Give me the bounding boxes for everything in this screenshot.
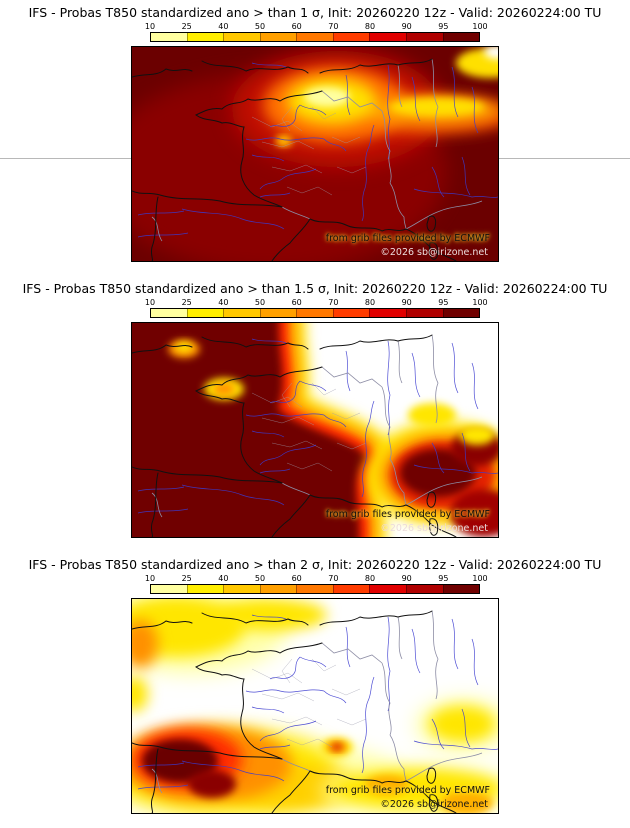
map-frame: from grib files provided by ECMWF ©2026 … <box>131 46 499 262</box>
colorbar-gradient <box>150 32 480 42</box>
probability-field <box>132 323 498 537</box>
colorbar-tick-row: 10 25 40 50 60 70 80 90 95 100 <box>145 574 488 584</box>
colorbar-tick-label: 50 <box>254 574 266 583</box>
panel-title: IFS - Probas T850 standardized ano > tha… <box>28 5 602 20</box>
colorbar-tick-label: 80 <box>364 298 376 307</box>
colorbar-tick-label: 70 <box>328 298 339 307</box>
colorbar-segment <box>259 585 297 593</box>
probability-colorbar: 10 25 40 50 60 70 80 90 95 100 <box>145 22 488 42</box>
colorbar-segment <box>223 585 260 593</box>
colorbar-tick-label: 90 <box>401 574 412 583</box>
forecast-panel-sigma-1-5: IFS - Probas T850 standardized ano > tha… <box>0 276 630 552</box>
colorbar-segment <box>369 309 406 317</box>
colorbar-tick-label: 60 <box>291 574 302 583</box>
ecmwf-credit-text: from grib files provided by ECMWF <box>325 785 490 796</box>
colorbar-tick-label: 90 <box>401 22 412 31</box>
colorbar-segment <box>223 309 260 317</box>
colorbar-segment <box>296 309 333 317</box>
colorbar-tick-label: 40 <box>218 574 229 583</box>
colorbar-tick-label: 25 <box>181 22 192 31</box>
probability-map-sigma-1-5 <box>132 323 498 537</box>
colorbar-tick-label: 60 <box>291 22 302 31</box>
colorbar-tick-row: 10 25 40 50 60 70 80 90 95 100 <box>145 298 488 308</box>
map-frame: from grib files provided by ECMWF ©2026 … <box>131 322 499 538</box>
copyright-watermark: ©2026 sb@irizone.net <box>380 247 488 258</box>
colorbar-segment <box>151 585 187 593</box>
colorbar-tick-label: 50 <box>254 298 266 307</box>
colorbar-tick-label: 25 <box>181 298 192 307</box>
colorbar-gradient <box>150 308 480 318</box>
probability-colorbar: 10 25 40 50 60 70 80 90 95 100 <box>145 298 488 318</box>
colorbar-segment <box>332 309 370 317</box>
map-frame: from grib files provided by ECMWF ©2026 … <box>131 598 499 814</box>
forecast-panel-sigma-1: IFS - Probas T850 standardized ano > tha… <box>0 0 630 276</box>
colorbar-segment <box>442 33 480 41</box>
probability-field <box>132 47 498 261</box>
copyright-watermark: ©2026 sb@irizone.net <box>380 523 488 534</box>
colorbar-tick-row: 10 25 40 50 60 70 80 90 95 100 <box>145 22 488 32</box>
probability-map-sigma-2 <box>132 599 498 813</box>
colorbar-segment <box>405 585 443 593</box>
colorbar-tick-label: 95 <box>438 298 449 307</box>
colorbar-segment <box>223 33 260 41</box>
colorbar-segment <box>405 33 443 41</box>
colorbar-tick-label: 50 <box>254 22 266 31</box>
probability-map-sigma-1 <box>132 47 498 261</box>
colorbar-tick-label: 80 <box>364 574 376 583</box>
colorbar-segment <box>442 309 480 317</box>
colorbar-segment <box>151 33 187 41</box>
ecmwf-credit-text: from grib files provided by ECMWF <box>325 233 490 244</box>
forecast-panel-sigma-2: IFS - Probas T850 standardized ano > tha… <box>0 552 630 828</box>
colorbar-segment <box>186 309 224 317</box>
colorbar-segment <box>259 309 297 317</box>
colorbar-segment <box>442 585 480 593</box>
colorbar-segment <box>405 309 443 317</box>
colorbar-segment <box>332 585 370 593</box>
ecmwf-credit-text: from grib files provided by ECMWF <box>325 509 490 520</box>
colorbar-segment <box>296 585 333 593</box>
colorbar-tick-label: 100 <box>472 22 488 31</box>
probability-colorbar: 10 25 40 50 60 70 80 90 95 100 <box>145 574 488 594</box>
colorbar-segment <box>259 33 297 41</box>
colorbar-tick-label: 100 <box>472 298 488 307</box>
colorbar-tick-label: 10 <box>144 574 156 583</box>
copyright-watermark: ©2026 sb@irizone.net <box>380 799 488 810</box>
colorbar-segment <box>186 585 224 593</box>
colorbar-tick-label: 70 <box>328 574 339 583</box>
colorbar-tick-label: 10 <box>144 298 156 307</box>
colorbar-segment <box>296 33 333 41</box>
colorbar-segment <box>186 33 224 41</box>
colorbar-tick-label: 90 <box>401 298 412 307</box>
panel-title: IFS - Probas T850 standardized ano > tha… <box>28 557 602 572</box>
colorbar-tick-label: 40 <box>218 298 229 307</box>
panel-title: IFS - Probas T850 standardized ano > tha… <box>22 281 608 296</box>
colorbar-tick-label: 25 <box>181 574 192 583</box>
colorbar-segment <box>332 33 370 41</box>
colorbar-tick-label: 10 <box>144 22 156 31</box>
colorbar-tick-label: 95 <box>438 22 449 31</box>
colorbar-segment <box>369 33 406 41</box>
colorbar-tick-label: 70 <box>328 22 339 31</box>
colorbar-tick-label: 95 <box>438 574 449 583</box>
colorbar-tick-label: 80 <box>364 22 376 31</box>
colorbar-tick-label: 100 <box>472 574 488 583</box>
colorbar-segment <box>151 309 187 317</box>
colorbar-gradient <box>150 584 480 594</box>
colorbar-tick-label: 60 <box>291 298 302 307</box>
colorbar-tick-label: 40 <box>218 22 229 31</box>
colorbar-segment <box>369 585 406 593</box>
